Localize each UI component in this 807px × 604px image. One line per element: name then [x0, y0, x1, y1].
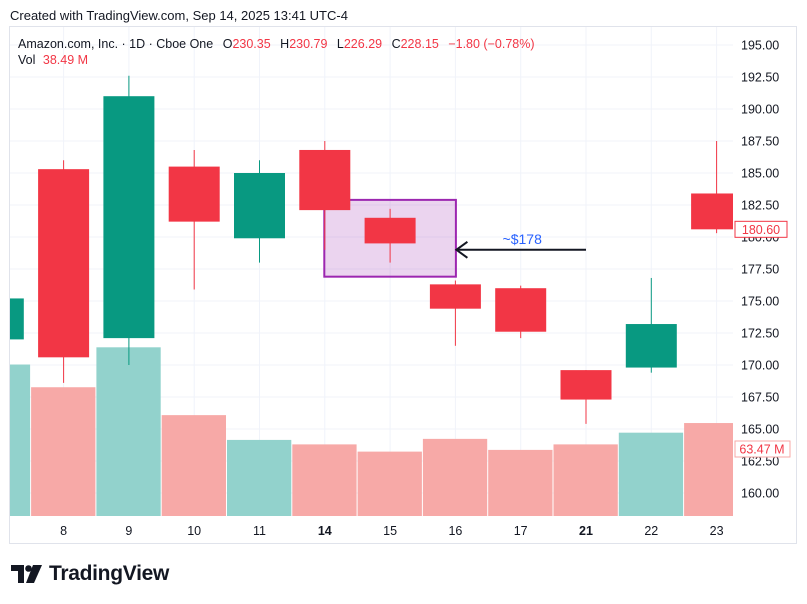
volume-bar	[488, 449, 553, 516]
legend-high: 230.79	[289, 37, 328, 51]
price-tick-label: 185.00	[741, 167, 779, 181]
legend-low: 226.29	[343, 37, 383, 51]
last-volume-label: 63.47 M	[739, 443, 784, 457]
legend-high-label: H	[280, 37, 290, 51]
price-tick-label: 187.50	[741, 135, 779, 149]
last-price-label: 180.60	[742, 223, 780, 237]
annotation-arrow-head	[454, 240, 468, 259]
price-tick-label: 182.50	[741, 199, 779, 213]
price-tick-label: 167.50	[741, 391, 779, 405]
date-tick-label: 21	[579, 524, 593, 538]
date-tick-label: 8	[60, 524, 67, 538]
date-tick-label: 10	[187, 524, 201, 538]
candle-body	[691, 193, 733, 230]
chart-legend: Amazon.com, Inc. · 1D · Cboe One O230.35…	[18, 36, 535, 68]
date-tick-label: 16	[448, 524, 462, 538]
date-tick-label: 22	[644, 524, 658, 538]
legend-open: 230.35	[232, 37, 271, 51]
annotation-layer: ~$178	[454, 231, 586, 259]
chart-caption: Created with TradingView.com, Sep 14, 20…	[10, 8, 348, 23]
price-tick-label: 195.00	[741, 39, 779, 53]
candle-body	[560, 370, 612, 400]
volume-bar	[553, 444, 618, 516]
volume-bar	[618, 432, 684, 516]
last-price-tag	[734, 220, 788, 238]
price-tick-label: 172.50	[741, 327, 779, 341]
legend-vol: 38.49 M	[42, 53, 89, 67]
candles	[10, 75, 733, 424]
legend-volume-row: Vol 38.49 M	[18, 52, 535, 68]
legend-symbol: Amazon.com, Inc. · 1D · Cboe One	[18, 37, 214, 51]
candle-body	[38, 169, 90, 358]
legend-open-label: O	[222, 37, 233, 51]
price-tick-label: 165.00	[741, 423, 779, 437]
annotation-label: ~$178	[503, 231, 543, 247]
volume-bar	[10, 364, 31, 516]
price-tick-label: 170.00	[741, 359, 779, 373]
volume-bar	[161, 415, 226, 516]
volume-bar	[227, 439, 292, 516]
legend-close: 228.15	[400, 37, 439, 51]
date-tick-label: 11	[253, 524, 266, 538]
candle-body	[299, 149, 351, 211]
volume-bar	[31, 387, 96, 516]
legend-close-label: C	[391, 37, 401, 51]
brand-name: TradingView	[49, 562, 170, 585]
chart-frame	[9, 26, 797, 544]
legend-low-label: L	[336, 37, 344, 51]
volume-bars	[10, 347, 733, 516]
price-axis: 160.00 162.50 165.00 167.50 170.00 172.50 175.…	[734, 39, 791, 501]
legend-vol-label: Vol	[18, 53, 36, 67]
candle-body	[168, 166, 220, 222]
price-tick-label: 177.50	[741, 263, 779, 277]
volume-bar	[684, 423, 733, 516]
legend-ohlc-row: Amazon.com, Inc. · 1D · Cboe One O230.35…	[18, 36, 535, 52]
candle-body	[234, 173, 285, 239]
candle-body	[495, 288, 547, 332]
price-tick-label: 175.00	[741, 295, 779, 309]
tradingview-logo[interactable]: TradingView	[11, 562, 169, 586]
last-volume-tag	[734, 440, 791, 458]
candle-body	[364, 217, 416, 244]
volume-bar	[292, 444, 357, 516]
date-tick-label: 17	[514, 524, 528, 538]
price-tick-label: 160.00	[741, 487, 779, 501]
date-tick-label: 23	[710, 524, 724, 538]
volume-bar	[96, 347, 161, 516]
price-tick-label: 190.00	[741, 103, 779, 117]
price-tick-label: 162.50	[741, 455, 779, 469]
legend-change: −1.80 (−0.78%)	[448, 37, 535, 51]
date-tick-label: 9	[125, 524, 132, 538]
candle-body	[103, 96, 155, 339]
volume-bar	[422, 438, 488, 516]
date-tick-label: 14	[318, 524, 332, 538]
date-tick-label: 15	[383, 524, 397, 538]
candle-body	[625, 324, 677, 368]
candle-body	[10, 298, 24, 340]
volume-bar	[357, 451, 422, 516]
price-tick-label: 192.50	[741, 71, 779, 85]
candle-body	[429, 284, 481, 309]
tradingview-logo-icon	[11, 565, 42, 583]
time-axis: 8 9 10 11 14 15 16 17 21 22 23	[60, 524, 723, 538]
